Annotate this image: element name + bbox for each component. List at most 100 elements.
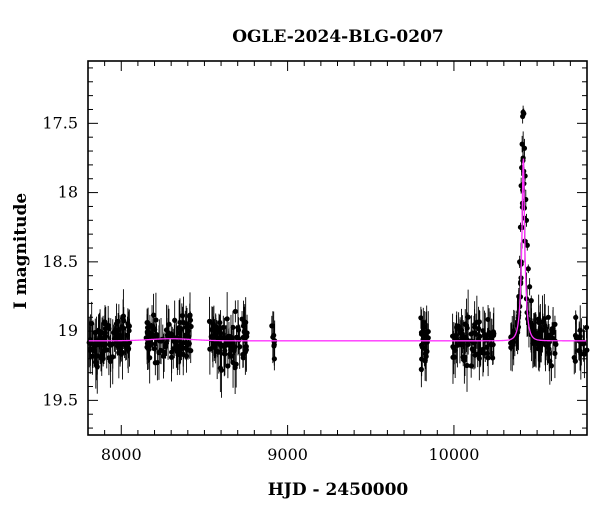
data-point	[525, 264, 531, 274]
data-point	[477, 333, 483, 368]
point-marker	[153, 317, 159, 323]
model-curve-group	[88, 158, 587, 342]
point-marker	[106, 355, 112, 361]
data-point	[519, 135, 525, 153]
point-marker	[115, 318, 121, 324]
data-point	[528, 295, 534, 306]
point-marker	[482, 334, 488, 340]
point-marker	[232, 308, 238, 315]
point-marker	[226, 342, 232, 348]
data-point	[115, 324, 121, 350]
y-axis-label: I magnitude	[11, 193, 31, 310]
point-marker	[160, 353, 167, 359]
point-marker	[169, 349, 175, 355]
point-marker	[99, 351, 105, 357]
y-tick-label: 19.5	[42, 390, 78, 409]
point-marker	[473, 331, 479, 337]
point-marker	[154, 359, 160, 366]
data-point	[144, 316, 151, 370]
plot-frame	[87, 60, 588, 436]
point-marker	[177, 319, 183, 326]
data-point	[539, 295, 546, 349]
point-marker	[179, 313, 186, 319]
data-point	[508, 324, 514, 371]
point-marker	[225, 363, 231, 369]
point-marker	[182, 332, 188, 338]
data-point	[488, 331, 494, 358]
point-marker	[149, 333, 155, 339]
point-marker	[144, 340, 151, 347]
point-marker	[235, 325, 241, 331]
data-point	[454, 323, 460, 368]
point-marker	[452, 347, 458, 354]
point-marker	[213, 340, 219, 346]
data-point	[581, 330, 588, 379]
x-tick-label: 10000	[428, 445, 479, 464]
data-point	[524, 239, 530, 251]
point-marker	[552, 350, 558, 357]
point-marker	[465, 314, 471, 320]
point-marker	[581, 341, 587, 347]
data-point	[217, 324, 223, 340]
point-marker	[521, 111, 527, 117]
point-marker	[271, 342, 277, 348]
data-point	[527, 278, 533, 296]
point-marker	[188, 323, 194, 330]
point-marker	[419, 344, 425, 350]
point-marker	[178, 342, 184, 348]
model-curve	[88, 158, 587, 342]
data-point	[419, 342, 425, 377]
data-point	[473, 313, 479, 355]
point-marker	[210, 321, 216, 327]
data-point	[545, 305, 551, 329]
axis-ticks: 8000 9000 10000 17.5 18 18.5 19 19.5	[42, 61, 588, 464]
point-marker	[183, 324, 189, 330]
data-point	[476, 309, 482, 334]
data-point	[468, 353, 474, 378]
point-marker	[163, 327, 170, 333]
data-point	[154, 344, 160, 381]
data-point	[521, 108, 527, 119]
point-marker	[485, 355, 491, 361]
point-marker	[147, 323, 153, 329]
point-marker	[508, 344, 514, 351]
point-marker	[547, 358, 553, 364]
y-tick-label: 17.5	[42, 113, 78, 132]
point-marker	[476, 319, 482, 325]
point-marker	[536, 316, 542, 322]
point-marker	[472, 352, 478, 358]
data-point	[454, 311, 460, 344]
point-marker	[173, 339, 180, 345]
data-point	[271, 311, 277, 360]
data-point	[571, 340, 577, 375]
point-marker	[217, 329, 223, 335]
point-marker	[550, 329, 556, 336]
x-tick-label: 9000	[267, 445, 308, 464]
y-tick-label: 18	[58, 183, 78, 202]
point-marker	[573, 335, 580, 341]
point-marker	[241, 319, 247, 325]
data-point	[231, 341, 237, 361]
data-point	[464, 339, 470, 392]
data-point	[90, 344, 96, 368]
data-point	[188, 316, 194, 337]
data-point	[418, 306, 424, 329]
point-marker	[242, 349, 248, 355]
data-point	[121, 307, 127, 335]
point-marker	[552, 321, 558, 327]
data-point	[482, 312, 488, 363]
point-marker	[486, 330, 492, 336]
y-tick-label: 19	[58, 321, 78, 340]
point-marker	[524, 242, 530, 248]
point-marker	[521, 145, 528, 151]
data-point	[547, 337, 553, 385]
point-marker	[519, 141, 525, 147]
point-marker	[419, 356, 425, 362]
data-point	[118, 346, 124, 362]
point-marker	[573, 314, 579, 321]
point-marker	[523, 217, 530, 223]
point-marker	[125, 324, 131, 330]
data-point	[521, 138, 528, 158]
data-point	[486, 308, 492, 358]
